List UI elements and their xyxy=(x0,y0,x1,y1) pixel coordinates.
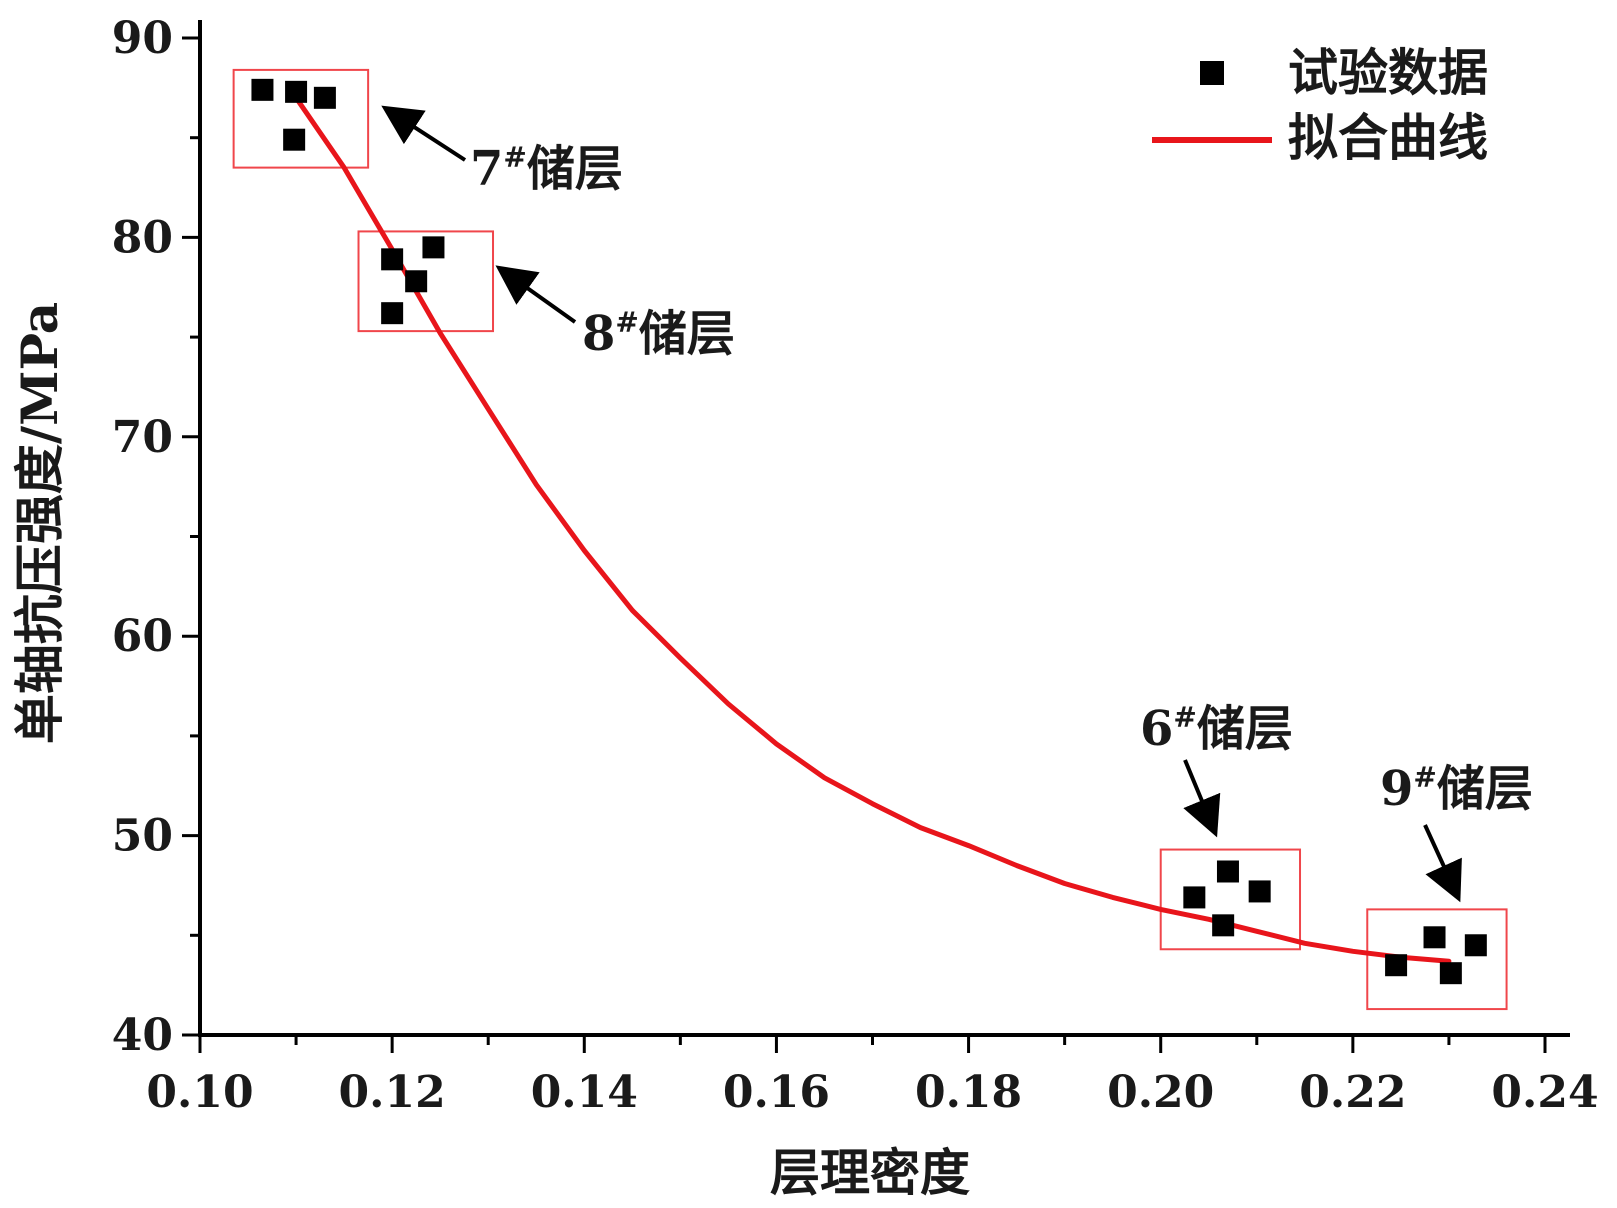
annotation-arrow xyxy=(1183,759,1221,838)
legend-label-data: 试验数据 xyxy=(1288,43,1488,102)
x-tick-label: 0.14 xyxy=(531,1067,638,1118)
data-point xyxy=(285,80,308,103)
data-point xyxy=(422,236,445,259)
annotation-arrow xyxy=(381,105,467,162)
cluster-box xyxy=(1366,908,1508,1011)
annotation-label: 6#储层 xyxy=(1140,701,1293,757)
cluster-box xyxy=(1159,848,1302,951)
data-point xyxy=(283,128,306,151)
annotation-label: 9#储层 xyxy=(1380,761,1533,817)
y-tick-label: 60 xyxy=(112,611,173,662)
data-point xyxy=(1385,954,1408,977)
data-point xyxy=(1183,886,1206,909)
x-tick-label: 0.20 xyxy=(1107,1067,1214,1118)
data-point xyxy=(1423,926,1446,949)
x-axis-title: 层理密度 xyxy=(770,1143,970,1202)
y-tick-label: 40 xyxy=(112,1010,173,1061)
y-tick-label: 90 xyxy=(112,13,173,64)
cluster-box xyxy=(357,230,495,333)
x-tick-label: 0.24 xyxy=(1491,1067,1598,1118)
x-tick-label: 0.10 xyxy=(146,1067,253,1118)
data-point xyxy=(313,86,336,109)
x-tick-label: 0.22 xyxy=(1299,1067,1406,1118)
data-point xyxy=(1464,934,1487,957)
x-tick-label: 0.18 xyxy=(915,1067,1022,1118)
data-point xyxy=(1216,860,1239,883)
data-point xyxy=(405,270,428,293)
data-point xyxy=(251,78,274,101)
data-point xyxy=(1248,880,1271,903)
y-axis-title: 单轴抗压强度/MPa xyxy=(10,302,69,744)
annotation-label: 8#储层 xyxy=(582,306,735,362)
x-tick-label: 0.16 xyxy=(723,1067,830,1118)
legend: 试验数据 拟合曲线 xyxy=(1152,43,1488,167)
data-point xyxy=(1212,914,1235,937)
y-tick-label: 80 xyxy=(112,212,173,263)
data-point xyxy=(381,302,404,325)
cluster-box xyxy=(232,68,370,169)
annotation-arrow xyxy=(495,265,577,324)
annotation-label: 7#储层 xyxy=(470,141,623,197)
data-point xyxy=(1439,962,1462,985)
plot-area: 0.10 0.12 0.14 0.16 0.18 0.20 0.22 0.24 40 50 60 70… xyxy=(112,13,1599,1118)
legend-scatter-marker xyxy=(1200,61,1224,85)
y-tick-label: 70 xyxy=(112,412,173,463)
annotation-arrow xyxy=(1423,824,1462,903)
data-point xyxy=(381,248,404,271)
x-tick-label: 0.12 xyxy=(339,1067,446,1118)
fit-curve xyxy=(293,95,1452,964)
legend-label-fit: 拟合曲线 xyxy=(1288,108,1488,167)
y-tick-label: 50 xyxy=(112,811,173,862)
